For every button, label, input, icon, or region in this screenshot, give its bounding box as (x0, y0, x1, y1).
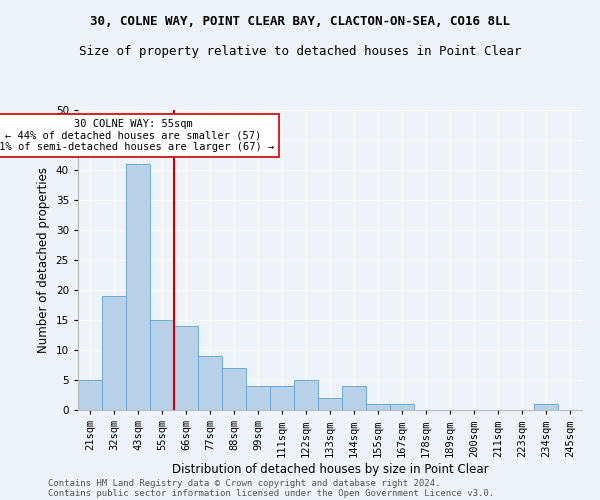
Bar (366, 404, 390, 410)
Bar (270, 386, 294, 410)
Bar (126, 164, 150, 410)
Bar (198, 356, 222, 410)
Bar (342, 386, 366, 410)
Bar (318, 398, 342, 410)
Text: 30 COLNE WAY: 55sqm
← 44% of detached houses are smaller (57)
51% of semi-detach: 30 COLNE WAY: 55sqm ← 44% of detached ho… (0, 119, 274, 152)
Bar (390, 404, 414, 410)
X-axis label: Distribution of detached houses by size in Point Clear: Distribution of detached houses by size … (172, 464, 488, 476)
Bar (78, 380, 102, 410)
Y-axis label: Number of detached properties: Number of detached properties (37, 167, 50, 353)
Text: Contains public sector information licensed under the Open Government Licence v3: Contains public sector information licen… (48, 488, 494, 498)
Bar (294, 380, 318, 410)
Bar (222, 368, 246, 410)
Text: Size of property relative to detached houses in Point Clear: Size of property relative to detached ho… (79, 45, 521, 58)
Bar (534, 404, 558, 410)
Text: Contains HM Land Registry data © Crown copyright and database right 2024.: Contains HM Land Registry data © Crown c… (48, 478, 440, 488)
Text: 30, COLNE WAY, POINT CLEAR BAY, CLACTON-ON-SEA, CO16 8LL: 30, COLNE WAY, POINT CLEAR BAY, CLACTON-… (90, 15, 510, 28)
Bar (102, 296, 126, 410)
Bar (174, 326, 198, 410)
Bar (150, 320, 174, 410)
Bar (246, 386, 270, 410)
